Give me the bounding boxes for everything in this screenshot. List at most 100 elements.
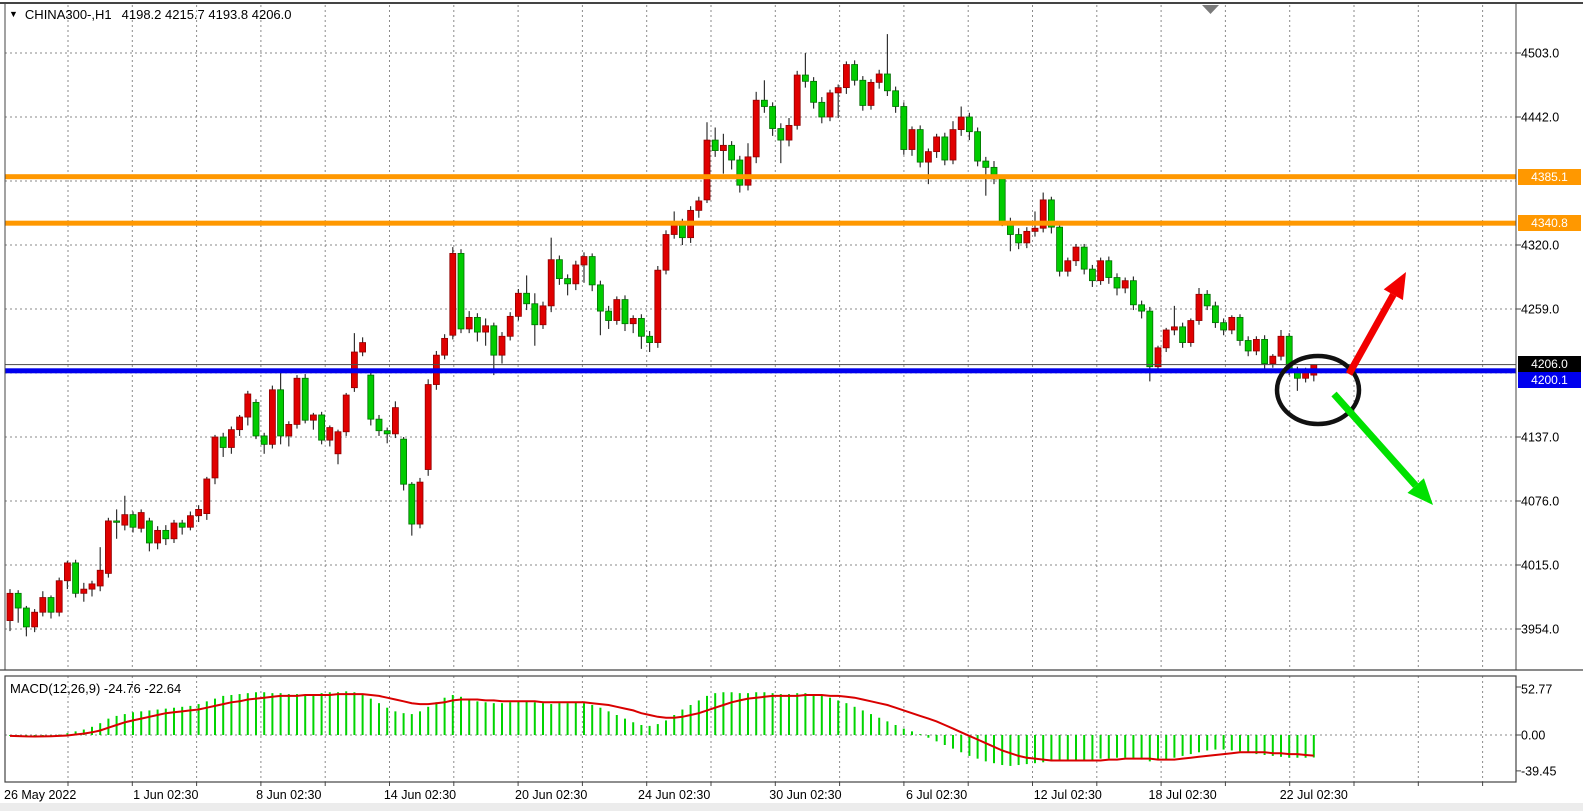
candle-body <box>1179 326 1186 343</box>
candle-body <box>736 159 744 186</box>
candle-body <box>523 292 530 305</box>
price-axis: 4503.0 4442.0 4320.0 4259.0 4137.0 4076.0 4015… <box>1516 47 1559 779</box>
time-axis-label: 30 Jun 02:30 <box>769 788 841 802</box>
main-panel-border <box>4 2 1517 671</box>
candle-body <box>957 116 965 130</box>
candle-body <box>793 74 801 126</box>
hline-current-price[interactable] <box>5 364 1516 366</box>
candle-body <box>1113 277 1121 289</box>
time-axis-label: 26 May 2022 <box>4 788 76 802</box>
candle-body <box>1064 260 1072 272</box>
candle-body <box>998 178 1006 223</box>
candle-body <box>39 597 47 613</box>
candle-body <box>588 256 596 286</box>
hline-support[interactable] <box>5 368 1516 374</box>
candle-body <box>1244 340 1252 352</box>
candle-body <box>277 389 285 437</box>
candle-body <box>6 592 14 622</box>
collapse-chart-icon[interactable]: ▼ <box>9 9 18 19</box>
candles <box>6 34 1318 637</box>
candle-body <box>974 131 981 162</box>
candle-body <box>113 520 120 523</box>
candle-body <box>80 588 88 594</box>
candle-body <box>1162 329 1170 349</box>
candle-body <box>1277 335 1285 357</box>
candle-body <box>400 438 408 485</box>
candle-body <box>1121 280 1129 289</box>
candle-body <box>498 335 506 356</box>
candle-body <box>383 430 391 435</box>
price-badge-resistance-1: 4385.1 <box>1518 169 1581 185</box>
price-axis-label: 4320.0 <box>1521 239 1559 253</box>
bullish-scenario-arrow[interactable] <box>1345 292 1397 376</box>
candle-body <box>777 128 785 141</box>
candle-body <box>236 416 244 431</box>
hline-resistance-1[interactable] <box>5 174 1516 180</box>
candle-body <box>227 429 235 448</box>
candle-body <box>1253 339 1260 352</box>
candle-body <box>695 200 703 211</box>
candle-body <box>629 318 637 325</box>
hline-resistance-2[interactable] <box>5 220 1516 226</box>
candle-body <box>260 435 268 445</box>
candle-body <box>925 151 932 163</box>
candle-body <box>195 508 203 517</box>
candle-body <box>826 92 834 118</box>
candle-body <box>342 394 350 433</box>
candle-body <box>933 136 940 153</box>
candle-body <box>711 139 719 151</box>
candle-body <box>720 144 727 151</box>
time-axis-label: 12 Jul 02:30 <box>1034 788 1102 802</box>
time-axis-label: 18 Jul 02:30 <box>1149 788 1217 802</box>
candle-body <box>1080 246 1088 270</box>
candle-body <box>375 418 383 432</box>
candle-body <box>564 278 571 285</box>
candle-body <box>916 129 924 163</box>
candle-body <box>252 401 260 437</box>
candle-body <box>892 90 899 107</box>
candle-body <box>941 136 949 161</box>
candle-body <box>457 252 465 330</box>
candle-body <box>162 529 170 540</box>
candle-body <box>367 374 375 420</box>
ohlc-quote-label: 4198.2 4215.7 4193.8 4206.0 <box>121 7 292 22</box>
candle-body <box>22 607 30 628</box>
time-axis-label: 1 Jun 02:30 <box>133 788 198 802</box>
candle-body <box>72 562 79 594</box>
price-axis-label: 3954.0 <box>1521 623 1559 637</box>
candle-body <box>1039 199 1047 229</box>
time-axis-label: 14 Jun 02:30 <box>384 788 456 802</box>
candle-body <box>761 99 768 107</box>
chart-shift-marker-icon[interactable] <box>1202 5 1219 14</box>
candle-body <box>1089 268 1096 282</box>
candle-body <box>506 315 514 337</box>
candle-body <box>55 580 63 613</box>
candle-body <box>859 79 867 106</box>
candle-body <box>884 73 891 92</box>
candle-body <box>416 481 424 525</box>
candle-body <box>1105 260 1113 278</box>
candle-body <box>867 81 875 106</box>
highlight-ellipse[interactable] <box>1274 353 1362 427</box>
candle-body <box>1031 227 1039 232</box>
candle-body <box>186 515 194 528</box>
symbol-timeframe-label: CHINA300-,H1 <box>24 7 112 22</box>
candle-body <box>170 522 178 540</box>
candle-body <box>810 80 817 103</box>
candle-body <box>309 414 317 421</box>
time-axis-label: 24 Jun 02:30 <box>638 788 710 802</box>
candle-body <box>14 592 22 609</box>
candle-body <box>268 389 276 445</box>
candle-body <box>1212 305 1219 324</box>
price-badge-current-price: 4206.0 <box>1518 356 1581 372</box>
time-axis: 26 May 2022 1 Jun 02:30 8 Jun 02:30 14 Jun … <box>4 782 1484 802</box>
bearish-scenario-arrow[interactable] <box>1331 391 1419 488</box>
candle-body <box>244 393 252 418</box>
candle-body <box>654 269 662 343</box>
candle-body <box>441 337 449 356</box>
candle-body <box>121 514 129 526</box>
candle-body <box>154 529 162 544</box>
candle-body <box>875 73 883 83</box>
candle-body <box>408 483 416 525</box>
